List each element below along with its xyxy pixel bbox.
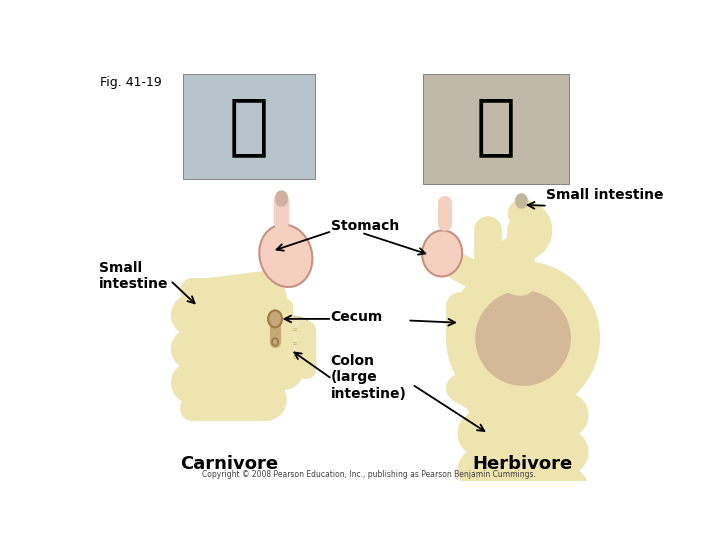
Ellipse shape: [279, 316, 308, 329]
Ellipse shape: [259, 225, 312, 287]
Text: Stomach: Stomach: [330, 219, 399, 233]
FancyBboxPatch shape: [183, 74, 315, 179]
Ellipse shape: [279, 358, 308, 370]
FancyBboxPatch shape: [423, 74, 570, 184]
Text: Copyright © 2008 Pearson Education, Inc., publishing as Pearson Benjamin Cumming: Copyright © 2008 Pearson Education, Inc.…: [202, 470, 536, 479]
Ellipse shape: [272, 338, 278, 346]
Ellipse shape: [268, 310, 282, 327]
Text: 🐨: 🐨: [476, 93, 516, 159]
Ellipse shape: [422, 231, 462, 276]
Ellipse shape: [279, 345, 308, 356]
Text: 🐺: 🐺: [229, 93, 269, 159]
Text: Fig. 41-19: Fig. 41-19: [99, 76, 161, 89]
Text: Herbivore: Herbivore: [473, 455, 573, 472]
Text: Carnivore: Carnivore: [180, 455, 278, 472]
Text: Small intestine: Small intestine: [546, 188, 664, 202]
Text: Cecum: Cecum: [330, 310, 383, 325]
Text: Small
intestine: Small intestine: [99, 261, 168, 291]
Ellipse shape: [279, 330, 308, 343]
Text: Colon
(large
intestine): Colon (large intestine): [330, 354, 406, 401]
